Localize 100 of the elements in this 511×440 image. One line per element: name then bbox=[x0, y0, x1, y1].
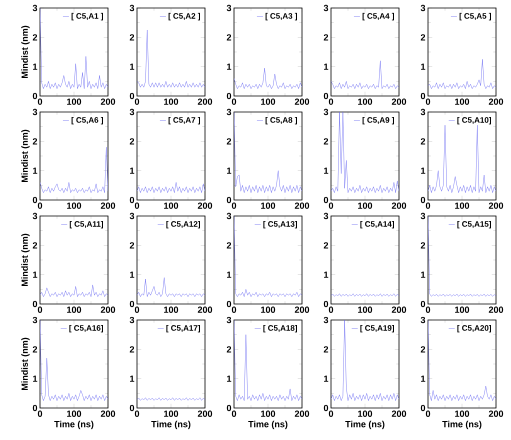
y-tick-label: 3 bbox=[226, 108, 232, 116]
y-tick-label: 2 bbox=[32, 34, 38, 40]
y-tick-label: 1 bbox=[421, 272, 426, 278]
y-tick-label: 1 bbox=[324, 376, 328, 382]
line-series bbox=[428, 59, 496, 89]
line-series bbox=[234, 68, 302, 89]
line-series bbox=[428, 216, 496, 297]
y-tick-label: 3 bbox=[130, 4, 134, 12]
line-series bbox=[428, 320, 496, 401]
x-tick-label: 0 bbox=[426, 98, 430, 105]
x-tick-label: 0 bbox=[328, 306, 334, 313]
x-tick-label: 100 bbox=[261, 410, 276, 417]
y-tick-label: 0 bbox=[32, 300, 38, 308]
line-series bbox=[40, 8, 108, 89]
line-series bbox=[40, 146, 108, 193]
x-axis-title: Time (ns) bbox=[442, 420, 482, 430]
y-tick-label: 0 bbox=[324, 404, 328, 412]
line-series bbox=[331, 60, 400, 89]
y-tick-label: 3 bbox=[324, 4, 328, 12]
y-tick-label: 2 bbox=[420, 138, 426, 144]
y-tick-label: 2 bbox=[420, 34, 426, 40]
y-tick-label: 2 bbox=[420, 242, 426, 248]
y-tick-label: 0 bbox=[420, 196, 426, 204]
y-tick-label: 2 bbox=[324, 242, 328, 248]
y-tick-label: 2 bbox=[130, 346, 134, 352]
x-tick-label: 0 bbox=[134, 98, 140, 105]
x-tick-label: 0 bbox=[232, 306, 236, 313]
y-tick-label: 0 bbox=[226, 196, 232, 204]
y-tick-label: 2 bbox=[226, 346, 232, 352]
x-axis-title: Time (ns) bbox=[54, 420, 94, 430]
x-tick-label: 200 bbox=[198, 98, 212, 105]
y-tick-label: 2 bbox=[226, 242, 232, 248]
x-axis-title: Time (ns) bbox=[345, 420, 384, 430]
x-tick-label: 100 bbox=[261, 202, 276, 209]
y-tick-label: 1 bbox=[130, 376, 134, 382]
y-tick-label: 1 bbox=[421, 64, 426, 70]
x-axis-title: Time (ns) bbox=[248, 420, 288, 430]
x-tick-label: 100 bbox=[358, 410, 372, 417]
x-tick-label: 0 bbox=[328, 202, 334, 209]
y-tick-label: 3 bbox=[324, 316, 328, 324]
x-tick-label: 200 bbox=[294, 98, 310, 105]
x-tick-label: 100 bbox=[455, 410, 470, 417]
x-tick-label: 200 bbox=[100, 202, 116, 209]
x-tick-label: 0 bbox=[38, 98, 42, 105]
y-tick-label: 3 bbox=[32, 316, 38, 324]
x-tick-label: 100 bbox=[164, 306, 178, 313]
line-series bbox=[137, 182, 206, 193]
y-axis-title: Mindist (nm) bbox=[21, 26, 30, 78]
y-tick-label: 3 bbox=[130, 108, 134, 116]
line-series bbox=[331, 320, 400, 401]
y-tick-label: 0 bbox=[130, 92, 134, 100]
y-tick-label: 1 bbox=[33, 272, 38, 278]
x-tick-label: 0 bbox=[134, 306, 140, 313]
y-tick-label: 3 bbox=[32, 4, 38, 12]
y-tick-label: 3 bbox=[226, 212, 232, 220]
y-tick-label: 1 bbox=[227, 272, 232, 278]
y-tick-label: 1 bbox=[130, 272, 134, 278]
line-series bbox=[234, 112, 302, 193]
x-tick-label: 0 bbox=[134, 202, 140, 209]
y-tick-label: 1 bbox=[324, 168, 328, 174]
y-tick-label: 3 bbox=[420, 108, 426, 116]
y-tick-label: 1 bbox=[227, 376, 232, 382]
y-tick-label: 1 bbox=[33, 168, 38, 174]
x-tick-label: 100 bbox=[67, 202, 82, 209]
y-tick-label: 0 bbox=[226, 300, 232, 308]
x-tick-label: 200 bbox=[100, 306, 116, 313]
y-tick-label: 2 bbox=[130, 242, 134, 248]
y-tick-label: 3 bbox=[32, 108, 38, 116]
x-tick-label: 0 bbox=[232, 410, 236, 417]
x-tick-label: 0 bbox=[232, 98, 236, 105]
y-tick-label: 1 bbox=[324, 64, 328, 70]
y-tick-label: 0 bbox=[32, 404, 38, 412]
x-tick-label: 200 bbox=[294, 306, 310, 313]
y-tick-label: 0 bbox=[420, 92, 426, 100]
y-tick-label: 0 bbox=[226, 92, 232, 100]
x-tick-label: 200 bbox=[198, 306, 212, 313]
line-series bbox=[331, 112, 400, 193]
y-tick-label: 2 bbox=[32, 242, 38, 248]
x-tick-label: 100 bbox=[67, 410, 82, 417]
y-tick-label: 1 bbox=[421, 376, 426, 382]
x-tick-label: 200 bbox=[488, 98, 504, 105]
y-tick-label: 1 bbox=[130, 64, 134, 70]
y-tick-label: 0 bbox=[130, 300, 134, 308]
x-tick-label: 200 bbox=[488, 306, 504, 313]
x-tick-label: 100 bbox=[455, 306, 470, 313]
line-series bbox=[137, 277, 206, 297]
y-tick-label: 0 bbox=[130, 196, 134, 204]
x-axis-title: Time (ns) bbox=[151, 420, 190, 430]
y-tick-label: 2 bbox=[324, 34, 328, 40]
y-tick-label: 1 bbox=[33, 64, 38, 70]
y-tick-label: 3 bbox=[420, 4, 426, 12]
y-tick-label: 0 bbox=[324, 196, 328, 204]
x-tick-label: 100 bbox=[358, 98, 372, 105]
x-tick-label: 200 bbox=[198, 202, 212, 209]
y-tick-label: 2 bbox=[32, 138, 38, 144]
y-tick-label: 1 bbox=[324, 272, 328, 278]
x-tick-label: 200 bbox=[392, 410, 406, 417]
y-tick-label: 3 bbox=[420, 316, 426, 324]
y-tick-label: 0 bbox=[32, 196, 38, 204]
x-tick-label: 0 bbox=[232, 202, 236, 209]
